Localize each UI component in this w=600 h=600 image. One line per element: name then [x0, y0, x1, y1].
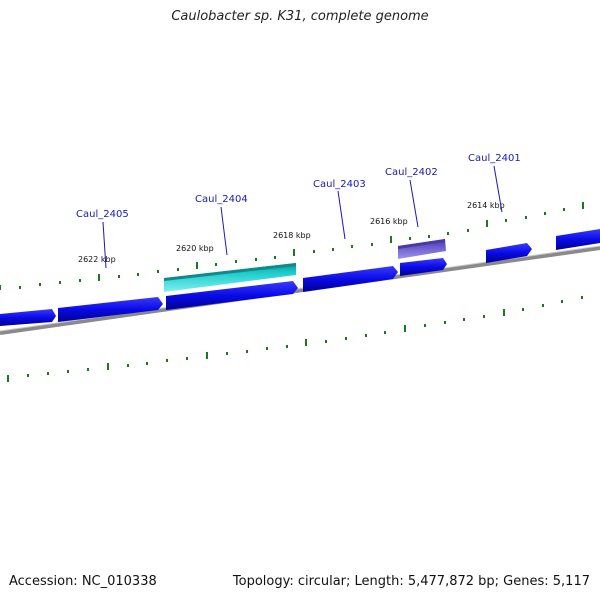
- gene-label-caul-2402[interactable]: Caul_2402: [385, 167, 438, 178]
- gene-label-caul-2403[interactable]: Caul_2403: [313, 179, 366, 190]
- scale-label: 2620 kbp: [176, 244, 214, 253]
- cds-arrow[interactable]: [58, 297, 163, 322]
- scale-label: 2616 kbp: [370, 217, 408, 226]
- gene-label-caul-2405[interactable]: Caul_2405: [76, 209, 129, 220]
- cds-arrows: [0, 229, 600, 326]
- map-title: Caulobacter sp. K31, complete genome: [171, 9, 429, 24]
- scale-label: 2618 kbp: [273, 231, 311, 240]
- outer-scale-ring: [0, 202, 584, 290]
- cds-arrow[interactable]: [166, 281, 298, 310]
- cds-arrow[interactable]: [303, 266, 398, 292]
- cds-arrow[interactable]: [556, 229, 600, 250]
- gene-caul-2402-track[interactable]: [398, 239, 446, 259]
- label-leaders: [102, 165, 503, 269]
- cds-arrow[interactable]: [400, 258, 447, 276]
- cds-arrow[interactable]: [0, 309, 56, 326]
- leader-line: [337, 190, 346, 240]
- cds-arrow[interactable]: [486, 243, 532, 263]
- leader-line: [493, 165, 503, 213]
- gene-label-caul-2401[interactable]: Caul_2401: [468, 153, 521, 164]
- leader-line: [102, 221, 107, 269]
- leader-line: [220, 206, 228, 256]
- scale-label: 2622 kbp: [78, 255, 116, 264]
- gene-label-caul-2404[interactable]: Caul_2404: [195, 194, 248, 205]
- accession-label: Accession: NC_010338: [9, 574, 157, 589]
- gene-caul-2404-track[interactable]: [164, 263, 296, 292]
- genome-backbone: [0, 246, 600, 335]
- inner-scale-ring: [7, 296, 583, 382]
- leader-line: [409, 179, 419, 228]
- genome-summary: Topology: circular; Length: 5,477,872 bp…: [232, 574, 590, 589]
- scale-label: 2614 kbp: [467, 201, 505, 210]
